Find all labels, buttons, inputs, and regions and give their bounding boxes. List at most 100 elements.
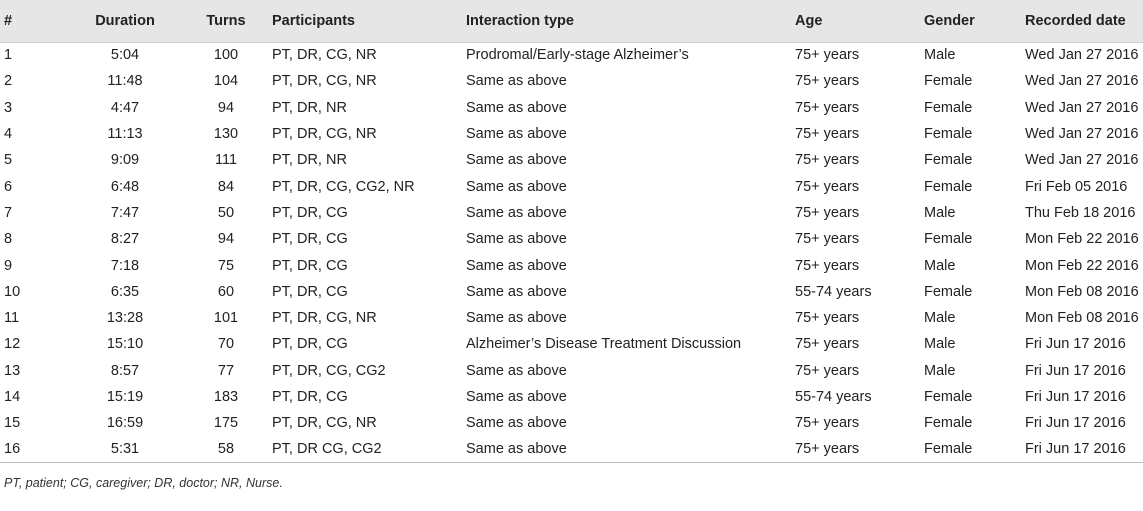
cell-interaction-type: Same as above [466, 99, 567, 116]
table-header: # Duration Turns Participants Interactio… [0, 0, 1143, 43]
cell-age: 55-74 years [795, 283, 872, 300]
cell-participants: PT, DR, NR [272, 99, 347, 116]
cell-turns: 60 [217, 283, 235, 300]
table-body: 1 5:04 100 PT, DR, CG, NR Prodromal/Early-st… [0, 42, 1143, 464]
cell-gender: Male [924, 362, 956, 379]
cell-duration: 7:47 [110, 204, 140, 221]
cell-recorded-date: Fri Feb 05 2016 [1025, 178, 1128, 195]
cell-duration: 11:13 [107, 126, 143, 143]
cell-interaction-type: Same as above [466, 415, 567, 432]
cell-duration: 6:48 [110, 178, 140, 195]
table-row: 5 9:09 111 PT, DR, NR Same as above 75+ years… [0, 147, 1143, 173]
table-row: 16 5:31 58 PT, DR CG, CG2 Same as above 75+ y… [0, 436, 1143, 464]
cell-gender: Male [924, 257, 956, 274]
cell-recorded-date: Fri Jun 17 2016 [1025, 436, 1143, 464]
cell-age: 75+ years [795, 257, 860, 274]
header-turns: Turns [180, 0, 272, 43]
cell-participants: PT, DR, CG [272, 257, 348, 274]
table-row: 7 7:47 50 PT, DR, CG Same as above 75+ years M… [0, 200, 1143, 226]
cell-age: 75+ years [795, 362, 860, 379]
cell-number: 16 [0, 436, 70, 464]
cell-recorded-date: Wed Jan 27 2016 [1025, 126, 1139, 143]
cell-number: 8 [4, 231, 13, 248]
cell-age: 75+ years [795, 47, 860, 64]
cell-participants: PT, DR, CG, NR [272, 73, 377, 90]
cell-age: 75+ years [795, 178, 860, 195]
cell-age: 75+ years [795, 415, 860, 432]
table-row: 12 15:10 70 PT, DR, CG Alzheimer’s Disease T… [0, 331, 1143, 357]
table-row: 10 6:35 60 PT, DR, CG Same as above 55-74 yea… [0, 279, 1143, 305]
cell-number: 6 [4, 178, 13, 195]
cell-recorded-date: Wed Jan 27 2016 [1025, 99, 1139, 116]
cell-age: 75+ years [795, 336, 860, 353]
cell-participants: PT, DR, CG [272, 231, 348, 248]
cell-recorded-date: Fri Jun 17 2016 [1025, 336, 1126, 353]
cell-recorded-date: Mon Feb 22 2016 [1025, 257, 1139, 274]
cell-participants: PT, DR CG, CG2 [272, 436, 466, 464]
cell-number: 13 [4, 362, 21, 379]
cell-participants: PT, DR, CG, NR [272, 126, 377, 143]
cell-turns: 101 [213, 310, 239, 327]
cell-turns: 75 [217, 257, 235, 274]
cell-number: 15 [4, 415, 21, 432]
cell-age: 75+ years [795, 152, 860, 169]
cell-turns: 50 [217, 204, 235, 221]
cell-number: 5 [4, 152, 13, 169]
cell-interaction-type: Same as above [466, 389, 567, 405]
cell-interaction-type: Same as above [466, 126, 567, 143]
cell-duration: 15:19 [106, 389, 144, 405]
cell-recorded-date: Thu Feb 18 2016 [1025, 204, 1136, 221]
cell-participants: PT, DR, CG, NR [272, 415, 377, 432]
cell-gender: Male [924, 47, 956, 64]
cell-turns: 84 [217, 178, 235, 195]
cell-number: 7 [4, 204, 13, 221]
cell-recorded-date: Fri Jun 17 2016 [1025, 362, 1126, 379]
cell-recorded-date: Wed Jan 27 2016 [1025, 47, 1139, 64]
recordings-table-container: # Duration Turns Participants Interactio… [0, 0, 1143, 490]
cell-interaction-type: Same as above [466, 204, 567, 221]
cell-turns: 94 [217, 99, 235, 116]
cell-duration: 8:57 [110, 362, 140, 379]
cell-turns: 104 [213, 73, 239, 90]
cell-participants: PT, DR, NR [272, 152, 347, 169]
cell-interaction-type: Same as above [466, 257, 567, 274]
cell-turns: 94 [217, 231, 235, 248]
cell-interaction-type: Same as above [466, 178, 567, 195]
cell-participants: PT, DR, CG, CG2, NR [272, 178, 415, 195]
header-gender: Gender [924, 0, 1025, 43]
header-recorded-date: Recorded date [1025, 0, 1143, 43]
cell-turns: 183 [213, 389, 239, 405]
header-row: # Duration Turns Participants Interactio… [0, 0, 1143, 43]
cell-number: 12 [4, 336, 21, 353]
cell-number: 9 [4, 257, 13, 274]
cell-age: 75+ years [795, 73, 860, 90]
cell-gender: Female [924, 99, 973, 116]
cell-interaction-type: Same as above [466, 283, 567, 300]
table-row: 8 8:27 94 PT, DR, CG Same as above 75+ years F… [0, 226, 1143, 252]
table-row: 1 5:04 100 PT, DR, CG, NR Prodromal/Early-st… [0, 42, 1143, 68]
cell-number: 11 [4, 310, 20, 327]
cell-recorded-date: Fri Jun 17 2016 [1025, 415, 1126, 432]
table-row: 3 4:47 94 PT, DR, NR Same as above 75+ years F… [0, 95, 1143, 121]
cell-age: 75+ years [795, 436, 924, 464]
header-participants: Participants [272, 0, 466, 43]
cell-interaction-type: Same as above [466, 73, 567, 90]
cell-participants: PT, DR, CG, NR [272, 310, 377, 327]
cell-gender: Female [924, 283, 973, 300]
cell-duration: 13:28 [106, 310, 144, 327]
cell-turns: 70 [217, 336, 235, 353]
table-footnote: PT, patient; CG, caregiver; DR, doctor; … [4, 476, 283, 491]
cell-duration: 9:09 [110, 152, 140, 169]
cell-duration: 8:27 [110, 231, 140, 248]
header-duration: Duration [70, 0, 180, 43]
cell-duration: 4:47 [110, 99, 140, 116]
cell-participants: PT, DR, CG [272, 283, 348, 300]
cell-turns: 130 [213, 126, 239, 143]
table-row: 15 16:59 175 PT, DR, CG, NR Same as above 75+… [0, 410, 1143, 436]
table-row: 2 11:48 104 PT, DR, CG, NR Same as above 75+ … [0, 68, 1143, 94]
cell-duration: 6:35 [110, 283, 140, 300]
cell-interaction-type: Same as above [466, 310, 567, 327]
cell-age: 55-74 years [795, 389, 872, 405]
cell-gender: Female [924, 231, 973, 248]
cell-participants: PT, DR, CG, CG2 [272, 362, 386, 379]
